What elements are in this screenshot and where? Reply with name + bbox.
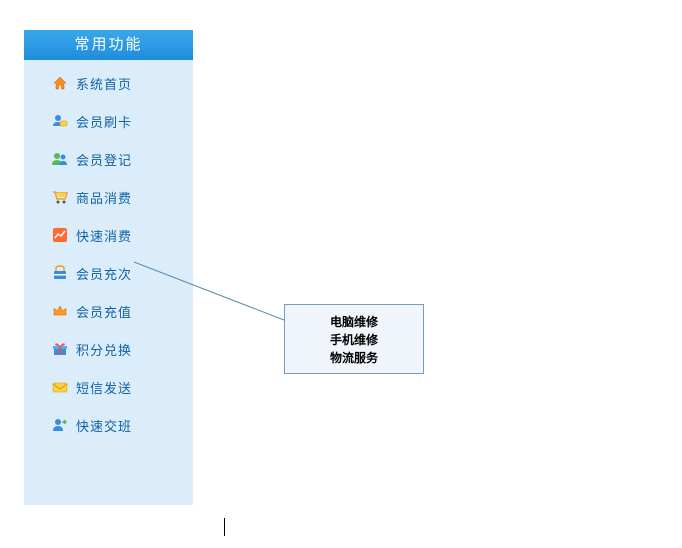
- menu-label: 快速交班: [76, 416, 132, 435]
- menu-item-sms-send[interactable]: 短信发送: [24, 368, 193, 406]
- recharge-icon: [52, 265, 68, 281]
- mail-icon: [52, 379, 68, 395]
- home-icon: [52, 75, 68, 91]
- services-popup: 电脑维修 手机维修 物流服务: [284, 304, 424, 374]
- text-caret: [224, 518, 225, 536]
- menu-label: 会员刷卡: [76, 112, 132, 131]
- menu-label: 积分兑换: [76, 340, 132, 359]
- popup-line[interactable]: 物流服务: [285, 349, 423, 367]
- menu-item-points-exchange[interactable]: 积分兑换: [24, 330, 193, 368]
- shift-icon: [52, 417, 68, 433]
- menu-label: 会员充值: [76, 302, 132, 321]
- menu-label: 商品消费: [76, 188, 132, 207]
- menu-item-member-recharge[interactable]: 会员充值: [24, 292, 193, 330]
- menu-label: 会员登记: [76, 150, 132, 169]
- menu-item-member-recharge-times[interactable]: 会员充次: [24, 254, 193, 292]
- user-icon: [52, 151, 68, 167]
- sidebar: 常用功能 系统首页 会员刷卡 会员登记 商品消费: [24, 30, 193, 505]
- sidebar-header: 常用功能: [24, 30, 193, 60]
- menu-item-quick-shift[interactable]: 快速交班: [24, 406, 193, 444]
- menu-item-home[interactable]: 系统首页: [24, 64, 193, 102]
- menu-label: 短信发送: [76, 378, 132, 397]
- popup-line[interactable]: 手机维修: [285, 331, 423, 349]
- card-icon: [52, 113, 68, 129]
- menu-item-quick-consume[interactable]: 快速消费: [24, 216, 193, 254]
- menu-label: 快速消费: [76, 226, 132, 245]
- menu-item-member-register[interactable]: 会员登记: [24, 140, 193, 178]
- popup-line[interactable]: 电脑维修: [285, 313, 423, 331]
- menu-item-goods-consume[interactable]: 商品消费: [24, 178, 193, 216]
- cart-icon: [52, 189, 68, 205]
- menu-label: 会员充次: [76, 264, 132, 283]
- chart-icon: [52, 227, 68, 243]
- menu-label: 系统首页: [76, 74, 132, 93]
- menu-item-member-card[interactable]: 会员刷卡: [24, 102, 193, 140]
- gift-icon: [52, 341, 68, 357]
- crown-icon: [52, 303, 68, 319]
- sidebar-menu: 系统首页 会员刷卡 会员登记 商品消费 快速消费: [24, 60, 193, 444]
